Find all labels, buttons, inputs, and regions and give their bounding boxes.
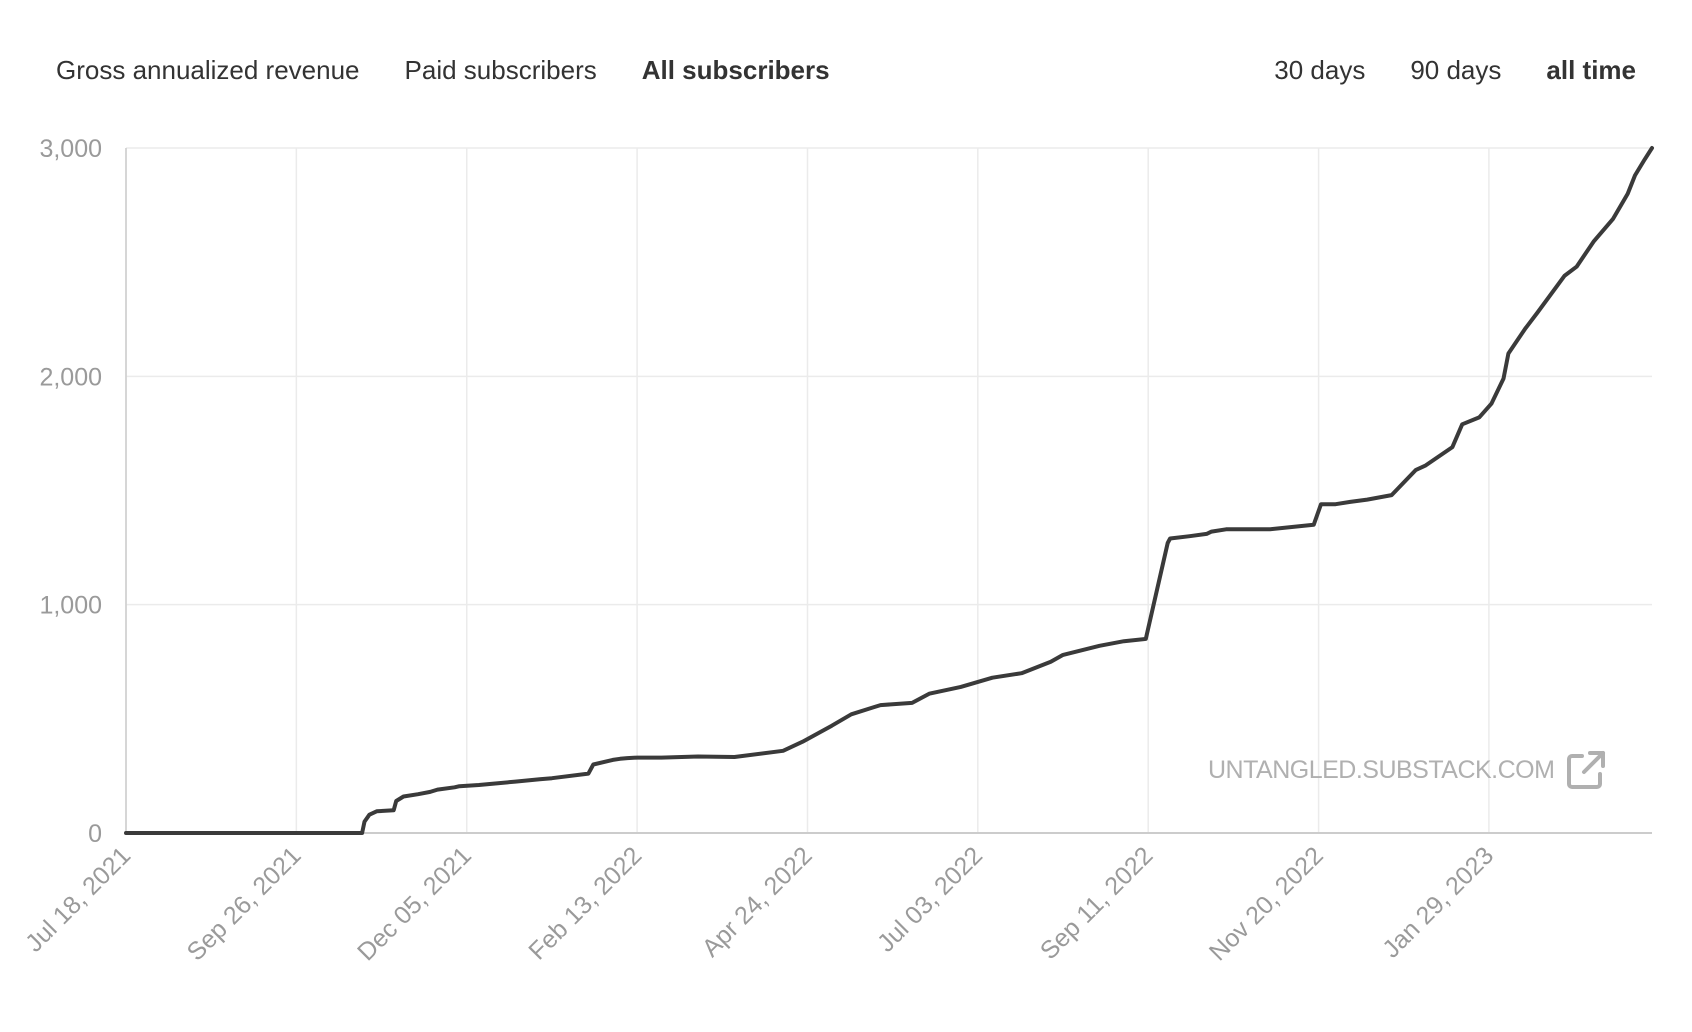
tab-90-days[interactable]: 90 days	[1410, 55, 1502, 85]
x-tick-label: Nov 20, 2022	[1204, 841, 1329, 966]
y-tick-label: 1,000	[39, 592, 102, 620]
x-tick-label: Sep 26, 2021	[182, 841, 307, 966]
x-tick-label: Jul 18, 2021	[20, 841, 136, 957]
chart-tick-labels: 0 1,000 2,000 3,000 Jul 18, 2021 Sep 26, 2021…	[20, 135, 1499, 966]
x-tick-label: Jul 03, 2022	[872, 841, 988, 957]
watermark-text: UNTANGLED.SUBSTACK.COM	[1208, 755, 1555, 784]
y-tick-label: 3,000	[39, 135, 102, 163]
y-tick-label: 0	[88, 820, 102, 848]
x-tick-label: Sep 11, 2022	[1035, 841, 1159, 965]
x-tick-label: Dec 05, 2021	[352, 841, 477, 966]
tab-30-days[interactable]: 30 days	[1274, 55, 1366, 85]
chart-grid	[125, 147, 1652, 833]
x-tick-label: Feb 13, 2022	[523, 841, 647, 965]
series-line-all-subscribers	[124, 146, 1654, 835]
x-tick-label: Jan 29, 2023	[1377, 841, 1499, 963]
chart-axes	[125, 148, 1652, 834]
watermark-link[interactable]: UNTANGLED.SUBSTACK.COM	[1208, 748, 1608, 792]
chart-series	[124, 146, 1654, 835]
chart-toolbar: Gross annualized revenue Paid subscriber…	[56, 48, 1636, 92]
tab-gross-annualized-revenue[interactable]: Gross annualized revenue	[56, 55, 360, 85]
tab-paid-subscribers[interactable]: Paid subscribers	[404, 55, 597, 85]
x-tick-label: Apr 24, 2022	[697, 841, 818, 962]
range-tabs: 30 days 90 days all time	[1274, 48, 1636, 92]
metric-tabs: Gross annualized revenue Paid subscriber…	[56, 48, 830, 92]
external-link-icon	[1564, 748, 1608, 792]
tab-all-subscribers[interactable]: All subscribers	[641, 55, 830, 85]
y-tick-label: 2,000	[39, 363, 102, 391]
tab-all-time[interactable]: all time	[1546, 55, 1636, 85]
